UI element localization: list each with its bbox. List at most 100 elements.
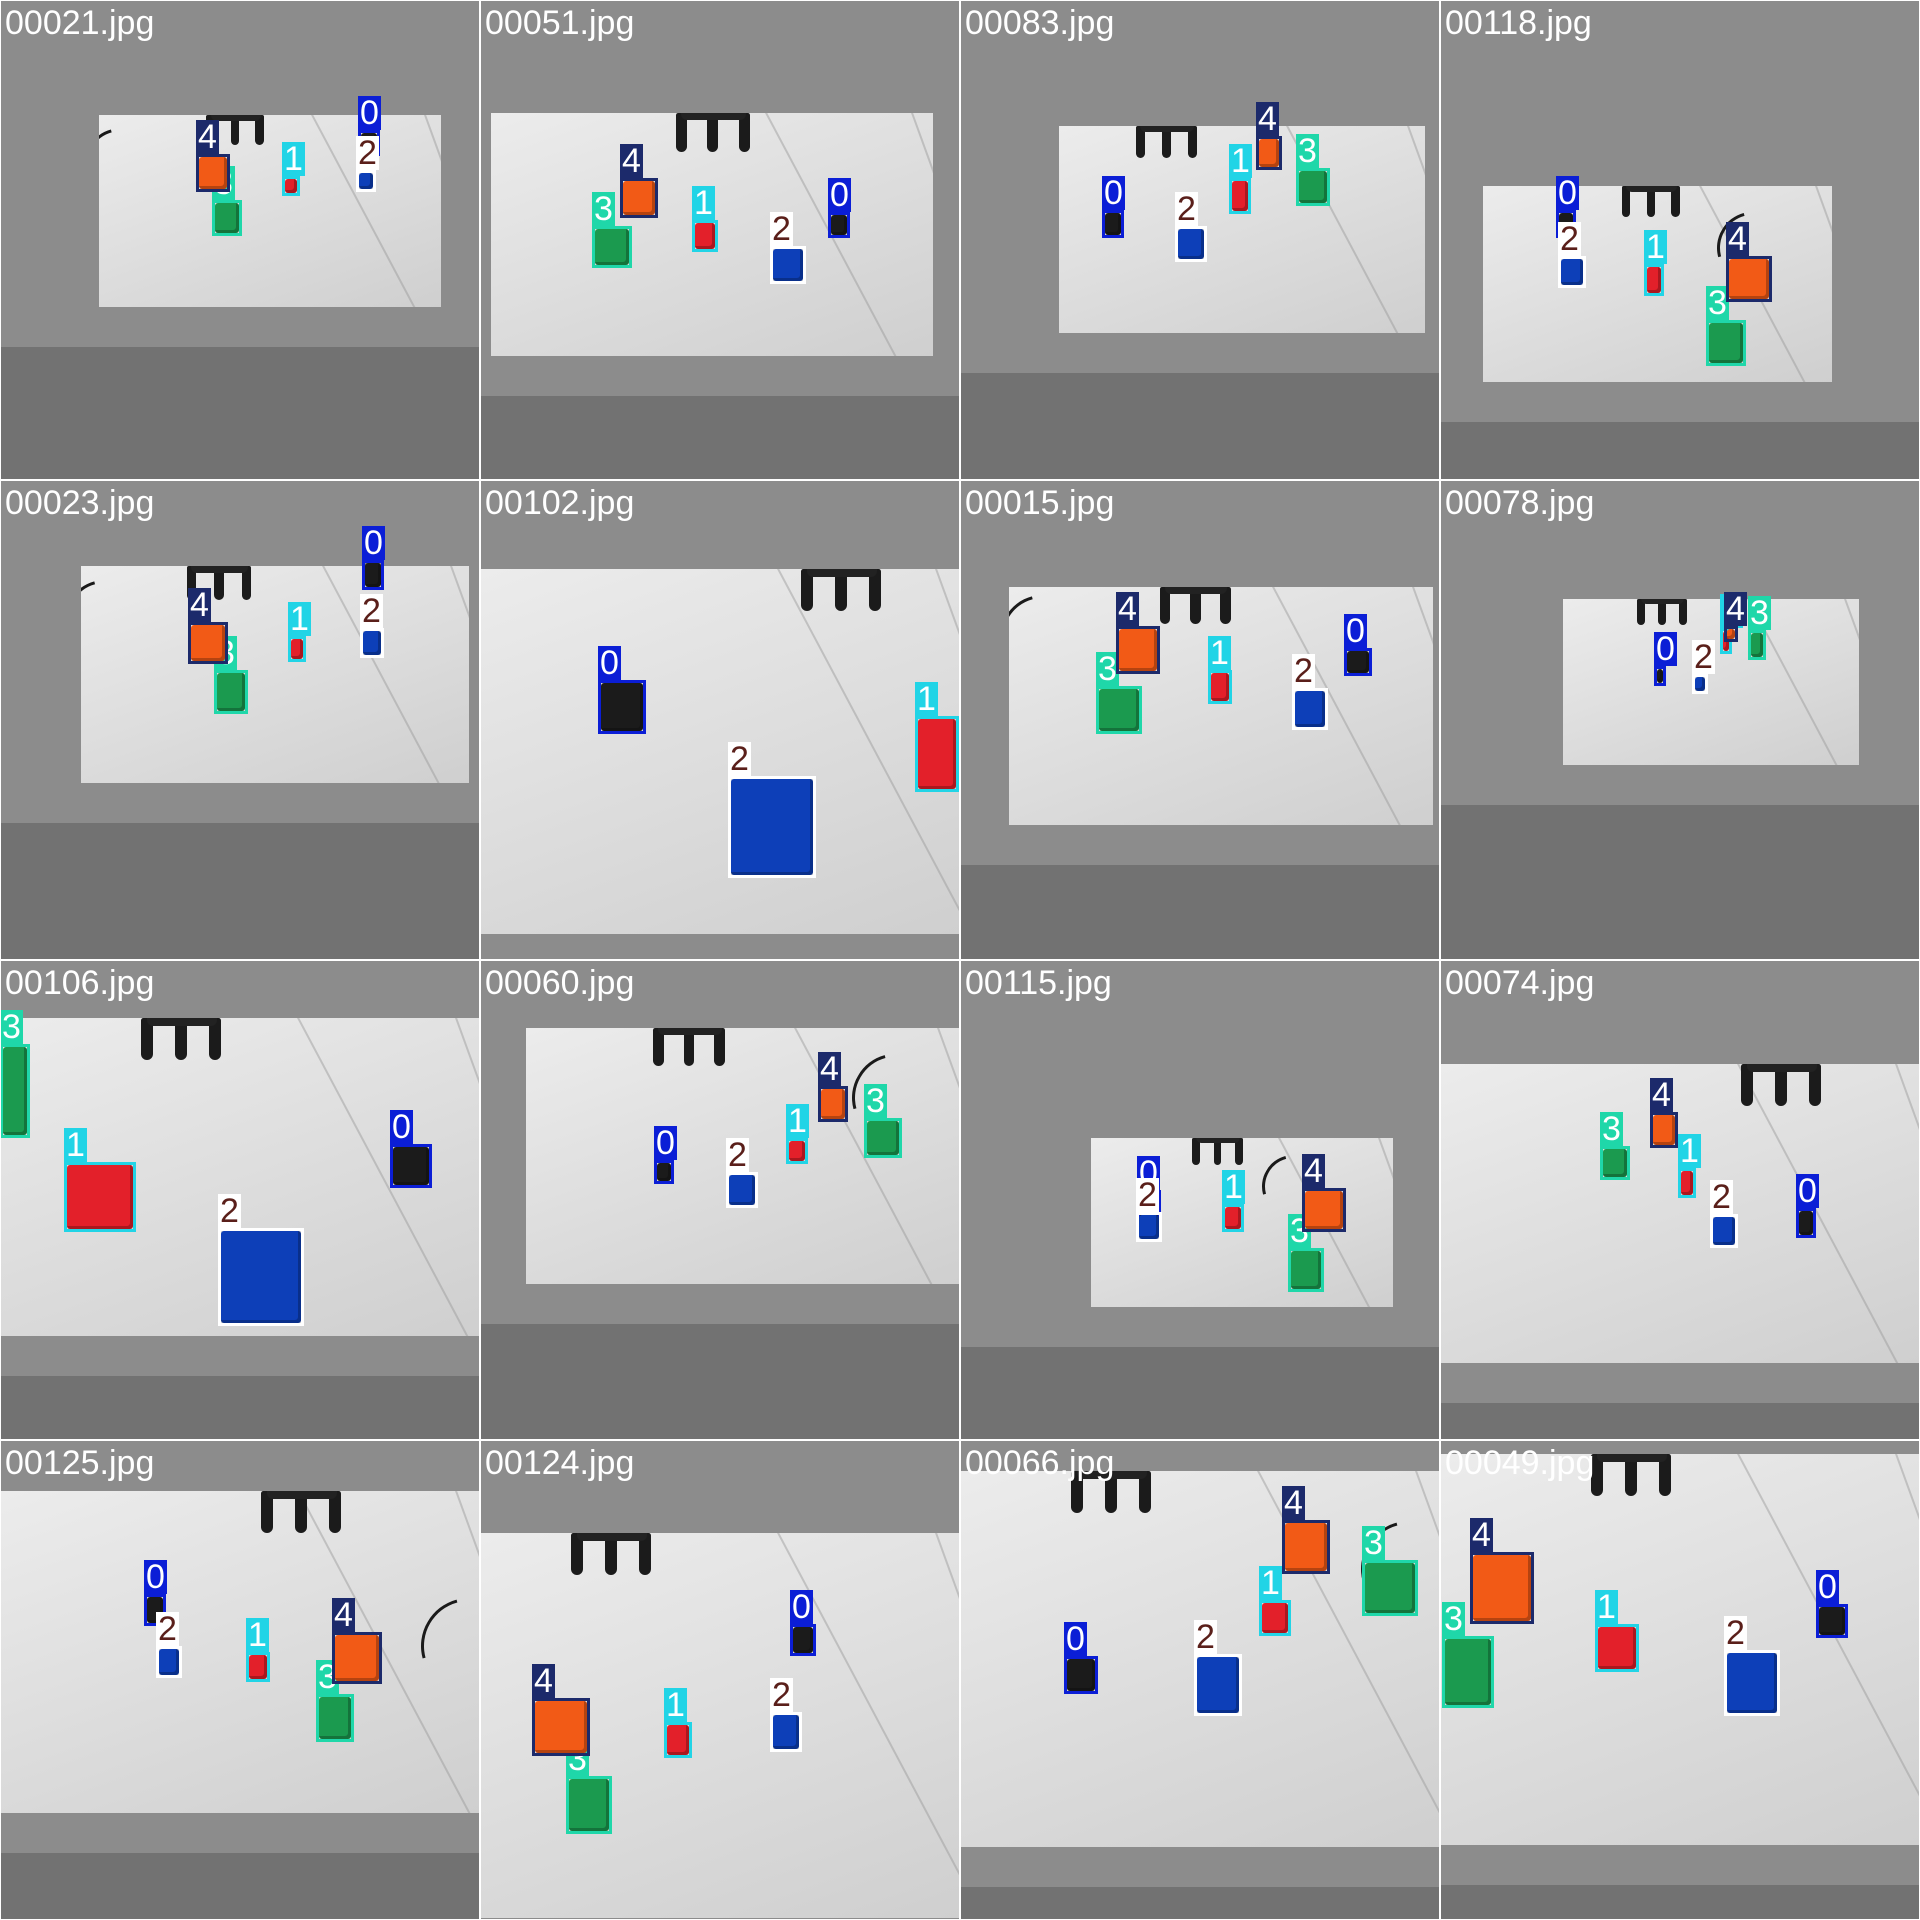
bounding-box-class-4[interactable] bbox=[1282, 1520, 1330, 1574]
bounding-box-class-0[interactable] bbox=[362, 560, 384, 590]
bounding-box-class-2[interactable] bbox=[156, 1646, 182, 1678]
robot-body bbox=[1195, 1138, 1241, 1144]
image-tile[interactable]: 0 1 2 3 4 00074.jpg bbox=[1441, 961, 1919, 1439]
bounding-box-class-1[interactable] bbox=[692, 220, 718, 252]
bounding-box-class-3[interactable] bbox=[566, 1776, 612, 1834]
image-tile[interactable]: 0 1 2 3 4 00118.jpg bbox=[1441, 1, 1919, 479]
bounding-box-class-4[interactable] bbox=[1724, 626, 1738, 642]
bounding-box-class-0[interactable] bbox=[654, 1160, 674, 1184]
bounding-box-class-2[interactable] bbox=[1692, 674, 1708, 694]
image-tile[interactable]: 0 1 2 3 4 00049.jpg bbox=[1441, 1441, 1919, 1919]
bounding-box-class-0[interactable] bbox=[1102, 210, 1124, 238]
bounding-box-class-2[interactable] bbox=[726, 1172, 758, 1208]
bounding-box-class-4[interactable] bbox=[196, 154, 230, 192]
bounding-box-class-1[interactable] bbox=[1222, 1204, 1244, 1232]
image-tile[interactable]: 0 1 2 3 4 00051.jpg bbox=[481, 1, 959, 479]
bounding-box-class-2[interactable] bbox=[1175, 226, 1207, 262]
bounding-box-class-1[interactable] bbox=[246, 1652, 270, 1682]
image-tile[interactable]: 0 1 2 3 4 00115.jpg bbox=[961, 961, 1439, 1439]
image-tile[interactable]: 0123400078.jpg bbox=[1441, 481, 1919, 959]
image-tile[interactable]: 0123400021.jpg bbox=[1, 1, 479, 479]
bounding-box-class-4[interactable] bbox=[1302, 1188, 1346, 1232]
bounding-box-class-4[interactable] bbox=[188, 622, 228, 664]
image-tile[interactable]: 0 1 2 3 4 00015.jpg bbox=[961, 481, 1439, 959]
bounding-box-class-0[interactable] bbox=[1654, 666, 1666, 686]
bounding-box-class-2[interactable] bbox=[218, 1228, 304, 1326]
bounding-box-class-3[interactable] bbox=[212, 200, 242, 236]
bounding-box-class-2[interactable] bbox=[1558, 256, 1586, 288]
bounding-box-class-1[interactable] bbox=[1595, 1624, 1639, 1672]
filename-label: 00083.jpg bbox=[965, 4, 1115, 42]
bounding-box-class-3[interactable] bbox=[1362, 1560, 1418, 1616]
bounding-box-class-1[interactable] bbox=[786, 1138, 808, 1164]
bounding-box-class-1[interactable] bbox=[282, 176, 300, 196]
image-tile[interactable]: 0 1 2 3 4 00124.jpg bbox=[481, 1441, 959, 1919]
cube-2 bbox=[1713, 1217, 1735, 1245]
bounding-box-class-1[interactable] bbox=[64, 1162, 136, 1232]
table-seam bbox=[449, 566, 469, 783]
bounding-box-class-3[interactable] bbox=[1, 1044, 30, 1138]
bounding-box-class-4[interactable] bbox=[818, 1086, 848, 1122]
bounding-box-class-0[interactable] bbox=[144, 1594, 166, 1626]
bounding-box-class-1[interactable] bbox=[1678, 1168, 1696, 1198]
bounding-box-class-0[interactable] bbox=[1816, 1604, 1848, 1638]
filename-label: 00115.jpg bbox=[965, 964, 1112, 1002]
bounding-box-class-3[interactable] bbox=[1296, 168, 1330, 206]
bounding-box-class-2[interactable] bbox=[1710, 1214, 1738, 1248]
bounding-box-class-4[interactable] bbox=[1256, 136, 1282, 170]
bounding-box-class-3[interactable] bbox=[592, 226, 632, 268]
bounding-box-class-3[interactable] bbox=[316, 1694, 354, 1742]
bounding-box-class-0[interactable] bbox=[390, 1144, 432, 1188]
bounding-box-class-1[interactable] bbox=[288, 636, 306, 662]
bounding-box-class-3[interactable] bbox=[1442, 1636, 1494, 1708]
bounding-box-class-0[interactable] bbox=[1344, 648, 1372, 676]
bounding-box-class-0[interactable] bbox=[790, 1624, 816, 1656]
bounding-box-class-4[interactable] bbox=[1726, 256, 1772, 302]
bounding-box-class-3[interactable] bbox=[1706, 320, 1746, 366]
bounding-box-class-3[interactable] bbox=[1288, 1248, 1324, 1292]
bounding-box-class-3[interactable] bbox=[214, 670, 248, 714]
image-tile[interactable]: 0 1 2 3 4 00083.jpg bbox=[961, 1, 1439, 479]
bounding-box-class-4[interactable] bbox=[332, 1632, 382, 1684]
bounding-box-class-1[interactable] bbox=[664, 1722, 692, 1758]
bounding-box-class-2[interactable] bbox=[1136, 1212, 1162, 1242]
bounding-box-class-2[interactable] bbox=[770, 1712, 802, 1752]
bounding-box-class-1[interactable] bbox=[1259, 1600, 1291, 1636]
bounding-box-class-3[interactable] bbox=[1096, 686, 1142, 734]
letterbox-padding bbox=[1, 1376, 479, 1439]
bounding-box-class-2[interactable] bbox=[356, 170, 376, 192]
image-tile[interactable]: 0 1 2 3 00106.jpg bbox=[1, 961, 479, 1439]
class-label: 1 bbox=[64, 1126, 87, 1164]
bounding-box-class-0[interactable] bbox=[1064, 1656, 1098, 1694]
image-tile[interactable]: 0 1 2 3 4 00060.jpg bbox=[481, 961, 959, 1439]
bounding-box-class-4[interactable] bbox=[532, 1698, 590, 1756]
image-tile[interactable]: 0 1 2 3 4 00125.jpg bbox=[1, 1441, 479, 1919]
bounding-box-class-2[interactable] bbox=[728, 776, 816, 878]
bounding-box-class-4[interactable] bbox=[1650, 1112, 1678, 1148]
bounding-box-class-4[interactable] bbox=[1470, 1552, 1534, 1624]
image-tile[interactable]: 0 1 2 00102.jpg bbox=[481, 481, 959, 959]
bounding-box-class-1[interactable] bbox=[1208, 670, 1232, 704]
cube-3 bbox=[1299, 171, 1327, 203]
bounding-box-class-0[interactable] bbox=[598, 680, 646, 734]
bounding-box-class-2[interactable] bbox=[770, 246, 806, 284]
bounding-box-class-3[interactable] bbox=[1600, 1146, 1630, 1180]
image-tile[interactable]: 0 1 2 3 4 00066.jpg bbox=[961, 1441, 1439, 1919]
bounding-box-class-0[interactable] bbox=[1796, 1208, 1816, 1238]
bounding-box-class-2[interactable] bbox=[1194, 1654, 1242, 1716]
class-label: 0 bbox=[790, 1588, 813, 1626]
cube-2 bbox=[1139, 1215, 1159, 1239]
bounding-box-class-2[interactable] bbox=[360, 628, 384, 658]
bounding-box-class-4[interactable] bbox=[620, 178, 658, 218]
bounding-box-class-1[interactable] bbox=[915, 716, 959, 792]
bounding-box-class-4[interactable] bbox=[1116, 626, 1160, 674]
robot-leg bbox=[209, 1018, 221, 1060]
bounding-box-class-1[interactable] bbox=[1644, 264, 1664, 296]
bounding-box-class-0[interactable] bbox=[828, 212, 850, 238]
bounding-box-class-2[interactable] bbox=[1724, 1650, 1780, 1716]
bounding-box-class-3[interactable] bbox=[1748, 630, 1766, 660]
bounding-box-class-1[interactable] bbox=[1229, 178, 1251, 214]
bounding-box-class-3[interactable] bbox=[864, 1118, 902, 1158]
image-tile[interactable]: 0 1 2 3 4 00023.jpg bbox=[1, 481, 479, 959]
bounding-box-class-2[interactable] bbox=[1292, 688, 1328, 730]
